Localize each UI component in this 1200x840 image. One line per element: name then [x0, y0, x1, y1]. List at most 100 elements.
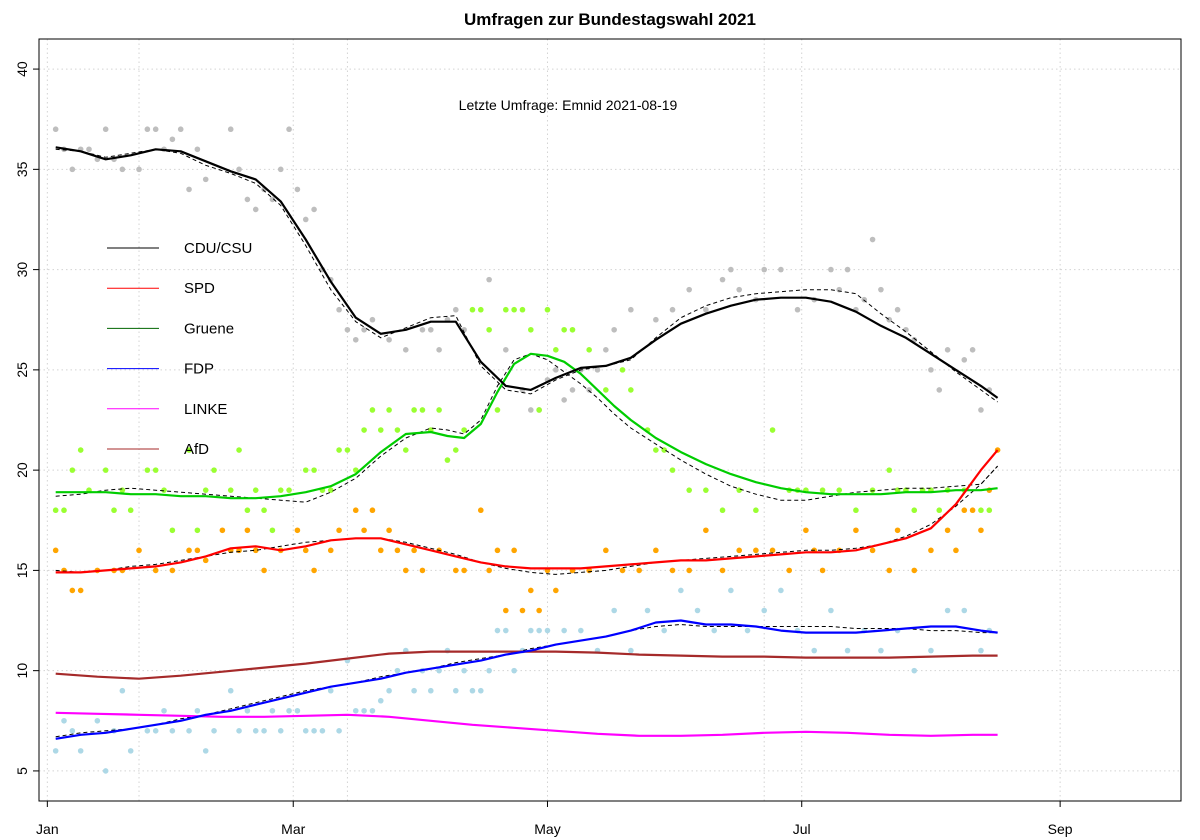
poll-point-gruene	[494, 407, 501, 413]
x-tick-label: Sep	[1048, 821, 1073, 837]
poll-point-cdu-csu	[336, 306, 342, 313]
poll-point-fdp	[461, 667, 467, 674]
poll-point-gruene	[286, 487, 292, 493]
poll-point-fdp	[844, 647, 851, 654]
poll-point-gruene	[461, 427, 467, 433]
legend-label: AfD	[184, 441, 209, 458]
chart-title: Umfragen zur Bundestagswahl 2021	[464, 10, 756, 29]
poll-point-cdu-csu	[86, 146, 92, 153]
poll-point-cdu-csu	[277, 166, 284, 173]
x-tick-label: Mar	[281, 821, 305, 837]
poll-point-gruene	[394, 427, 401, 433]
poll-point-cdu-csu	[719, 276, 726, 283]
poll-points	[52, 126, 1001, 774]
poll-point-fdp	[811, 647, 818, 654]
poll-point-spd	[736, 547, 743, 554]
poll-point-spd	[402, 567, 409, 574]
poll-point-spd	[669, 567, 676, 574]
poll-point-spd	[394, 547, 401, 554]
poll-point-cdu-csu	[978, 407, 984, 413]
poll-point-fdp	[194, 707, 201, 714]
poll-point-spd	[519, 607, 526, 614]
y-tick-label: 35	[14, 161, 30, 177]
poll-point-fdp	[928, 647, 934, 654]
poll-point-cdu-csu	[402, 347, 409, 353]
poll-point-spd	[386, 527, 392, 534]
poll-point-cdu-csu	[344, 326, 351, 333]
poll-point-fdp	[694, 607, 701, 614]
legend-label: Gruene	[184, 320, 234, 337]
poll-point-gruene	[77, 447, 84, 453]
poll-point-cdu-csu	[286, 126, 292, 133]
legend-label: SPD	[184, 280, 215, 297]
poll-point-spd	[619, 567, 626, 574]
poll-point-cdu-csu	[594, 367, 601, 373]
poll-point-fdp	[161, 707, 167, 714]
legend-item-gruene: Gruene	[107, 320, 234, 337]
poll-point-cdu-csu	[653, 316, 659, 323]
poll-point-spd	[369, 507, 376, 514]
poll-point-cdu-csu	[528, 407, 534, 413]
poll-point-gruene	[444, 457, 451, 463]
poll-point-cdu-csu	[869, 236, 876, 243]
poll-point-fdp	[536, 627, 542, 634]
poll-point-gruene	[61, 507, 67, 514]
poll-point-gruene	[653, 447, 659, 453]
x-tick-label: May	[534, 821, 560, 837]
poll-point-fdp	[352, 707, 359, 714]
poll-point-gruene	[544, 306, 551, 313]
poll-point-gruene	[528, 326, 534, 333]
poll-point-spd	[261, 567, 267, 574]
poll-point-spd	[311, 567, 317, 574]
poll-point-fdp	[294, 707, 301, 714]
poll-point-fdp	[286, 707, 292, 714]
poll-point-gruene	[703, 487, 709, 493]
poll-point-spd	[719, 567, 726, 574]
legend-label: FDP	[184, 361, 214, 378]
poll-point-gruene	[152, 467, 159, 473]
poll-point-fdp	[611, 607, 617, 614]
poll-point-spd	[419, 567, 426, 574]
poll-point-fdp	[528, 627, 534, 634]
poll-point-fdp	[119, 687, 126, 694]
poll-point-cdu-csu	[669, 306, 676, 313]
poll-point-fdp	[169, 728, 176, 734]
poll-point-spd	[603, 547, 609, 554]
poll-point-spd	[819, 567, 826, 574]
poll-point-gruene	[869, 487, 876, 493]
poll-point-spd	[252, 547, 259, 554]
poll-point-gruene	[753, 507, 759, 514]
poll-point-cdu-csu	[686, 286, 692, 293]
legend-item-afd: AfD	[107, 441, 209, 458]
poll-point-cdu-csu	[703, 306, 709, 313]
poll-point-gruene	[477, 306, 484, 313]
poll-point-spd	[978, 527, 984, 534]
poll-point-spd	[511, 547, 517, 554]
poll-point-spd	[653, 547, 659, 554]
poll-point-fdp	[94, 717, 101, 724]
poll-point-spd	[327, 547, 334, 554]
poll-point-spd	[361, 527, 367, 534]
poll-point-spd	[636, 567, 642, 574]
poll-point-cdu-csu	[828, 266, 834, 273]
poll-point-spd	[486, 567, 492, 574]
poll-point-gruene	[736, 487, 743, 493]
poll-point-cdu-csu	[186, 186, 192, 193]
poll-point-gruene	[853, 507, 859, 514]
poll-point-fdp	[386, 687, 392, 694]
poll-point-gruene	[719, 507, 726, 514]
poll-point-cdu-csu	[386, 336, 392, 343]
poll-point-gruene	[536, 407, 542, 413]
poll-point-spd	[769, 547, 776, 554]
y-tick-label: 10	[14, 663, 30, 679]
poll-point-gruene	[202, 487, 209, 493]
poll-point-cdu-csu	[144, 126, 151, 133]
y-tick-label: 5	[14, 767, 30, 775]
x-tick-label: Jul	[793, 821, 811, 837]
poll-point-fdp	[277, 728, 284, 734]
poll-point-fdp	[69, 728, 76, 734]
series-line-linke	[55, 711, 998, 737]
poll-point-cdu-csu	[69, 166, 76, 173]
poll-point-gruene	[419, 407, 426, 413]
poll-point-fdp	[961, 607, 968, 614]
